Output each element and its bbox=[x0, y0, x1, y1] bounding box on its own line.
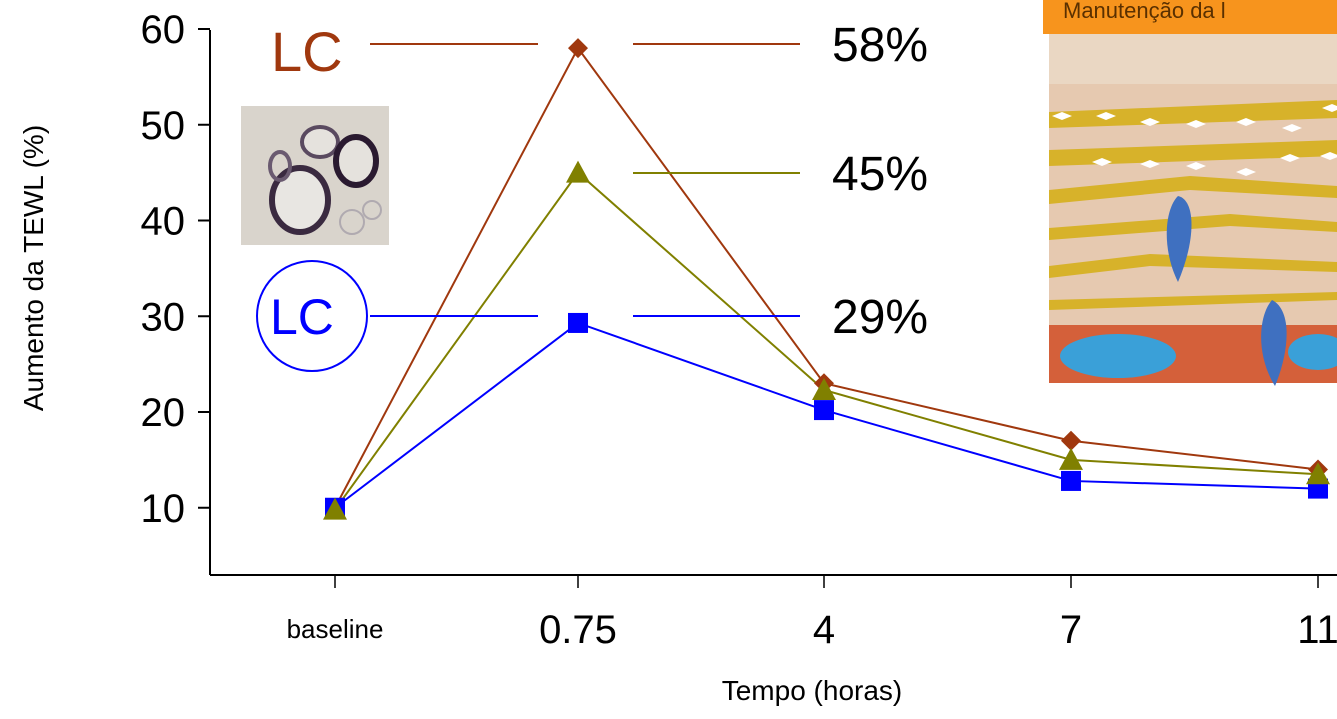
peak-percent-label: 29% bbox=[832, 291, 928, 344]
data-point-square bbox=[568, 312, 588, 333]
x-tick-label: 0.75 bbox=[539, 608, 617, 652]
data-point-diamond bbox=[568, 38, 588, 59]
data-point-triangle bbox=[566, 160, 590, 183]
data-point-diamond bbox=[1061, 430, 1081, 451]
y-tick-label: 60 bbox=[141, 8, 186, 52]
x-tick-label: 11 bbox=[1297, 608, 1337, 652]
x-tick-label: 4 bbox=[813, 608, 835, 652]
y-tick-label: 10 bbox=[141, 487, 186, 531]
legend-lc-circled-label: LC bbox=[270, 289, 334, 345]
x-tick-label: 7 bbox=[1060, 608, 1082, 652]
x-tick-label: baseline bbox=[287, 614, 384, 644]
data-point-square bbox=[814, 400, 834, 421]
data-point-square bbox=[1061, 470, 1081, 491]
data-point-triangle bbox=[323, 497, 347, 520]
peak-percent-label: 45% bbox=[832, 148, 928, 201]
x-axis-title: Tempo (horas) bbox=[722, 675, 903, 706]
y-tick-label: 40 bbox=[141, 200, 186, 244]
data-point-triangle bbox=[1059, 447, 1083, 470]
data-point-triangle bbox=[812, 377, 836, 400]
y-axis-title: Aumento da TEWL (%) bbox=[18, 125, 49, 411]
skin-illustration bbox=[1049, 34, 1337, 386]
peak-percent-label: 58% bbox=[832, 19, 928, 72]
legend-lc-label: LC bbox=[271, 20, 343, 83]
inset-banner-text: Manutenção da l bbox=[1063, 0, 1226, 23]
legend-lc-circle bbox=[256, 260, 368, 372]
cells-photo bbox=[241, 106, 389, 245]
data-point-triangle bbox=[1306, 462, 1330, 485]
y-tick-label: 20 bbox=[141, 391, 186, 435]
inset-banner: Manutenção da l bbox=[1043, 0, 1337, 34]
y-tick-label: 30 bbox=[141, 295, 186, 339]
y-tick-label: 50 bbox=[141, 104, 186, 148]
